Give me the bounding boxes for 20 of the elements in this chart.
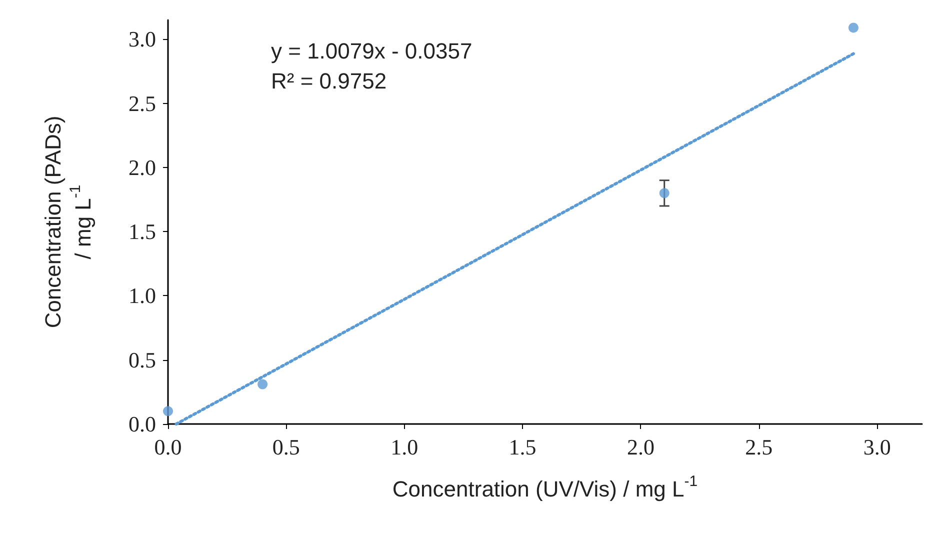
x-tick-label: 3.0 — [863, 434, 891, 460]
y-tick-label: 3.0 — [128, 26, 156, 52]
y-tick-label: 2.5 — [128, 90, 156, 116]
annotation: R² = 0.9752 — [271, 68, 387, 94]
y-tick-label: 1.5 — [128, 219, 156, 244]
point — [848, 22, 858, 33]
x-tick-label: 1.0 — [390, 434, 418, 460]
x-tick-label: 0.0 — [154, 434, 182, 460]
x-tick-label: 2.0 — [626, 434, 654, 460]
x-tick-label: 2.5 — [745, 434, 773, 460]
annotation: y = 1.0079x - 0.0357 — [271, 38, 472, 64]
point — [163, 406, 173, 416]
x-tick-label: 0.5 — [272, 434, 300, 460]
y-tick-label: 1.0 — [128, 283, 156, 308]
y-tick-label: 0.5 — [128, 347, 156, 372]
point — [659, 188, 670, 198]
point — [258, 379, 268, 390]
x-tick-label: 1.5 — [508, 434, 536, 460]
y-tick-label: 2.0 — [128, 154, 156, 180]
y-tick-label: 0.0 — [128, 412, 156, 436]
